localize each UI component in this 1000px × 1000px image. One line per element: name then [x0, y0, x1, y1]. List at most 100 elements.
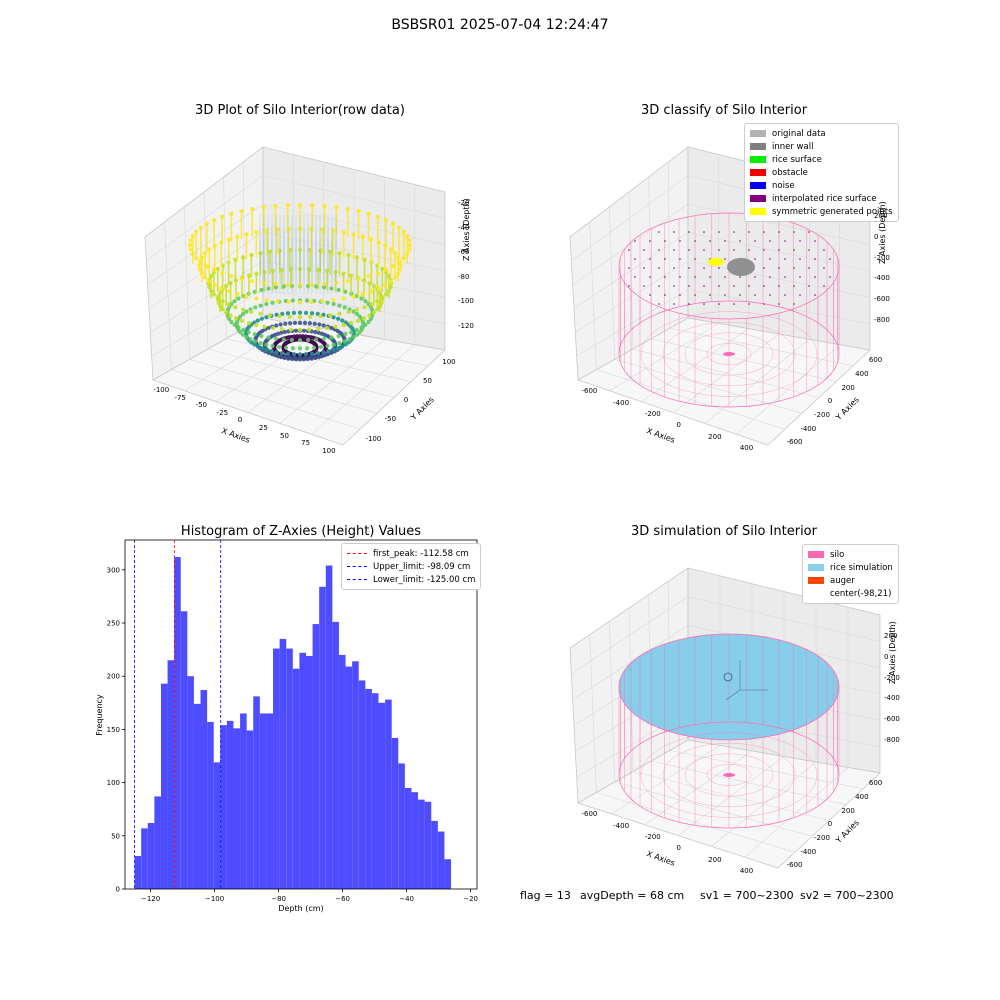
y-tick-label: -400	[800, 847, 817, 856]
histogram-bar	[345, 666, 353, 889]
avg-depth-text: avgDepth = 68 cm	[580, 889, 685, 902]
histogram-bar	[404, 787, 412, 889]
legend-item: original data	[750, 127, 893, 140]
y-tick-label: -600	[786, 438, 803, 447]
legend-item: rice simulation	[808, 561, 893, 574]
legend-item: auger	[808, 574, 893, 587]
histogram-legend-item: first_peak: -112.58 cm	[347, 547, 475, 560]
histogram-x-tick-label: −80	[271, 895, 286, 903]
histogram-bar	[312, 624, 320, 889]
histogram-bar	[187, 676, 194, 889]
histogram-bar	[147, 823, 155, 889]
x-tick-label: -100	[153, 386, 170, 395]
legend-swatch	[750, 195, 766, 202]
y-tick-label: 100	[442, 357, 456, 366]
legend-item: rice surface	[750, 153, 893, 166]
legend-label: obstacle	[772, 167, 808, 178]
histogram-bar	[233, 728, 241, 889]
histogram-bar	[424, 801, 432, 889]
simulation-panel-title: 3D simulation of Silo Interior	[631, 524, 817, 539]
histogram-bar	[141, 828, 148, 889]
y-tick-label: -600	[786, 861, 803, 870]
legend-swatch	[808, 577, 824, 584]
histogram-bar	[391, 737, 399, 889]
x-tick-label: 100	[322, 446, 336, 455]
legend-label: original data	[772, 128, 826, 139]
histogram-bar	[193, 703, 201, 889]
sv2-text: sv2 = 700~2300	[800, 889, 894, 902]
z-tick-label: -80	[458, 272, 470, 281]
legend-label: Upper_limit: -98.09 cm	[373, 561, 471, 572]
y-tick-label: -200	[814, 410, 830, 419]
flag-text: flag = 13	[520, 889, 571, 902]
histogram-x-ticks: −120 −100 −80 −60 −40 −20	[141, 889, 478, 903]
histogram-vlines	[134, 540, 222, 889]
histogram-bar	[246, 730, 254, 889]
legend-label: first_peak: -112.58 cm	[373, 548, 469, 559]
histogram-x-tick-label: −60	[335, 895, 350, 903]
z-tick-label: -600	[884, 715, 900, 724]
histogram-bar	[154, 796, 161, 889]
legend-label: center(-98,21)	[830, 588, 892, 599]
z-tick-label: 200	[884, 632, 898, 640]
legend-item: obstacle	[750, 166, 893, 179]
z-tick-label: -20	[458, 199, 470, 207]
legend-label: noise	[772, 180, 795, 191]
x-tick-label: -200	[644, 833, 661, 842]
histogram-y-tick-label: 0	[116, 886, 120, 894]
histogram-bar	[332, 621, 339, 889]
histogram-bar	[352, 661, 359, 889]
x-tick-label: -75	[174, 393, 186, 402]
histogram-x-tick-label: −20	[463, 895, 478, 903]
histogram-bar	[253, 696, 260, 889]
legend-label: silo	[830, 549, 845, 560]
z-tick-label: -400	[884, 694, 900, 703]
histogram-legend: first_peak: -112.58 cm Upper_limit: -98.0…	[341, 543, 482, 590]
histogram-bar	[213, 762, 221, 889]
histogram-y-tick-label: 250	[107, 619, 120, 627]
y-tick-label: 200	[841, 806, 855, 815]
figure-title: BSBSR01 2025-07-04 12:24:47	[391, 17, 609, 33]
histogram-bar	[411, 792, 419, 889]
histogram-xlabel: Depth (cm)	[278, 904, 323, 913]
z-tick-label: -200	[874, 253, 890, 262]
z-tick-label: -800	[884, 736, 900, 744]
histogram-bar	[160, 683, 168, 889]
legend-label: rice surface	[772, 154, 822, 165]
histogram-bar	[180, 611, 188, 889]
histogram-bar	[437, 831, 445, 889]
y-tick-label: 0	[827, 820, 833, 829]
legend-swatch	[750, 143, 766, 150]
x-tick-label: 0	[676, 421, 681, 430]
histogram-bar	[207, 721, 214, 889]
histogram-bar	[134, 856, 142, 889]
x-tick-label: 50	[280, 431, 289, 440]
y-tick-label: -200	[814, 833, 830, 842]
x-tick-label: -600	[581, 387, 598, 396]
legend-item: silo	[808, 548, 893, 561]
histogram-bar	[226, 720, 234, 889]
x-tick-label: -200	[644, 410, 661, 419]
x-tick-label: -25	[216, 408, 229, 417]
classify-panel-title: 3D classify of Silo Interior	[640, 103, 808, 118]
y-tick-label: 600	[868, 356, 883, 365]
histogram-bar	[319, 586, 326, 889]
z-tick-label: -600	[874, 295, 890, 304]
y-tick-label: 0	[403, 396, 409, 405]
legend-item: symmetric generated points	[750, 205, 893, 218]
legend-swatch	[750, 156, 766, 163]
classify-silo-wireframe	[618, 212, 840, 408]
x-tick-label: 400	[739, 867, 754, 876]
histogram-bar	[292, 668, 300, 889]
y-tick-label: 200	[841, 383, 855, 392]
histogram-bar	[240, 713, 247, 889]
histogram-bar	[378, 702, 386, 889]
legend-swatch	[808, 551, 824, 558]
z-axis-label: Z Axies (Depth)	[888, 621, 897, 684]
legend-item: interpolated rice surface	[750, 192, 893, 205]
histogram-bar	[385, 699, 392, 889]
legend-label: inner wall	[772, 141, 814, 152]
histogram-bar	[431, 820, 438, 889]
legend-item: noise	[750, 179, 893, 192]
